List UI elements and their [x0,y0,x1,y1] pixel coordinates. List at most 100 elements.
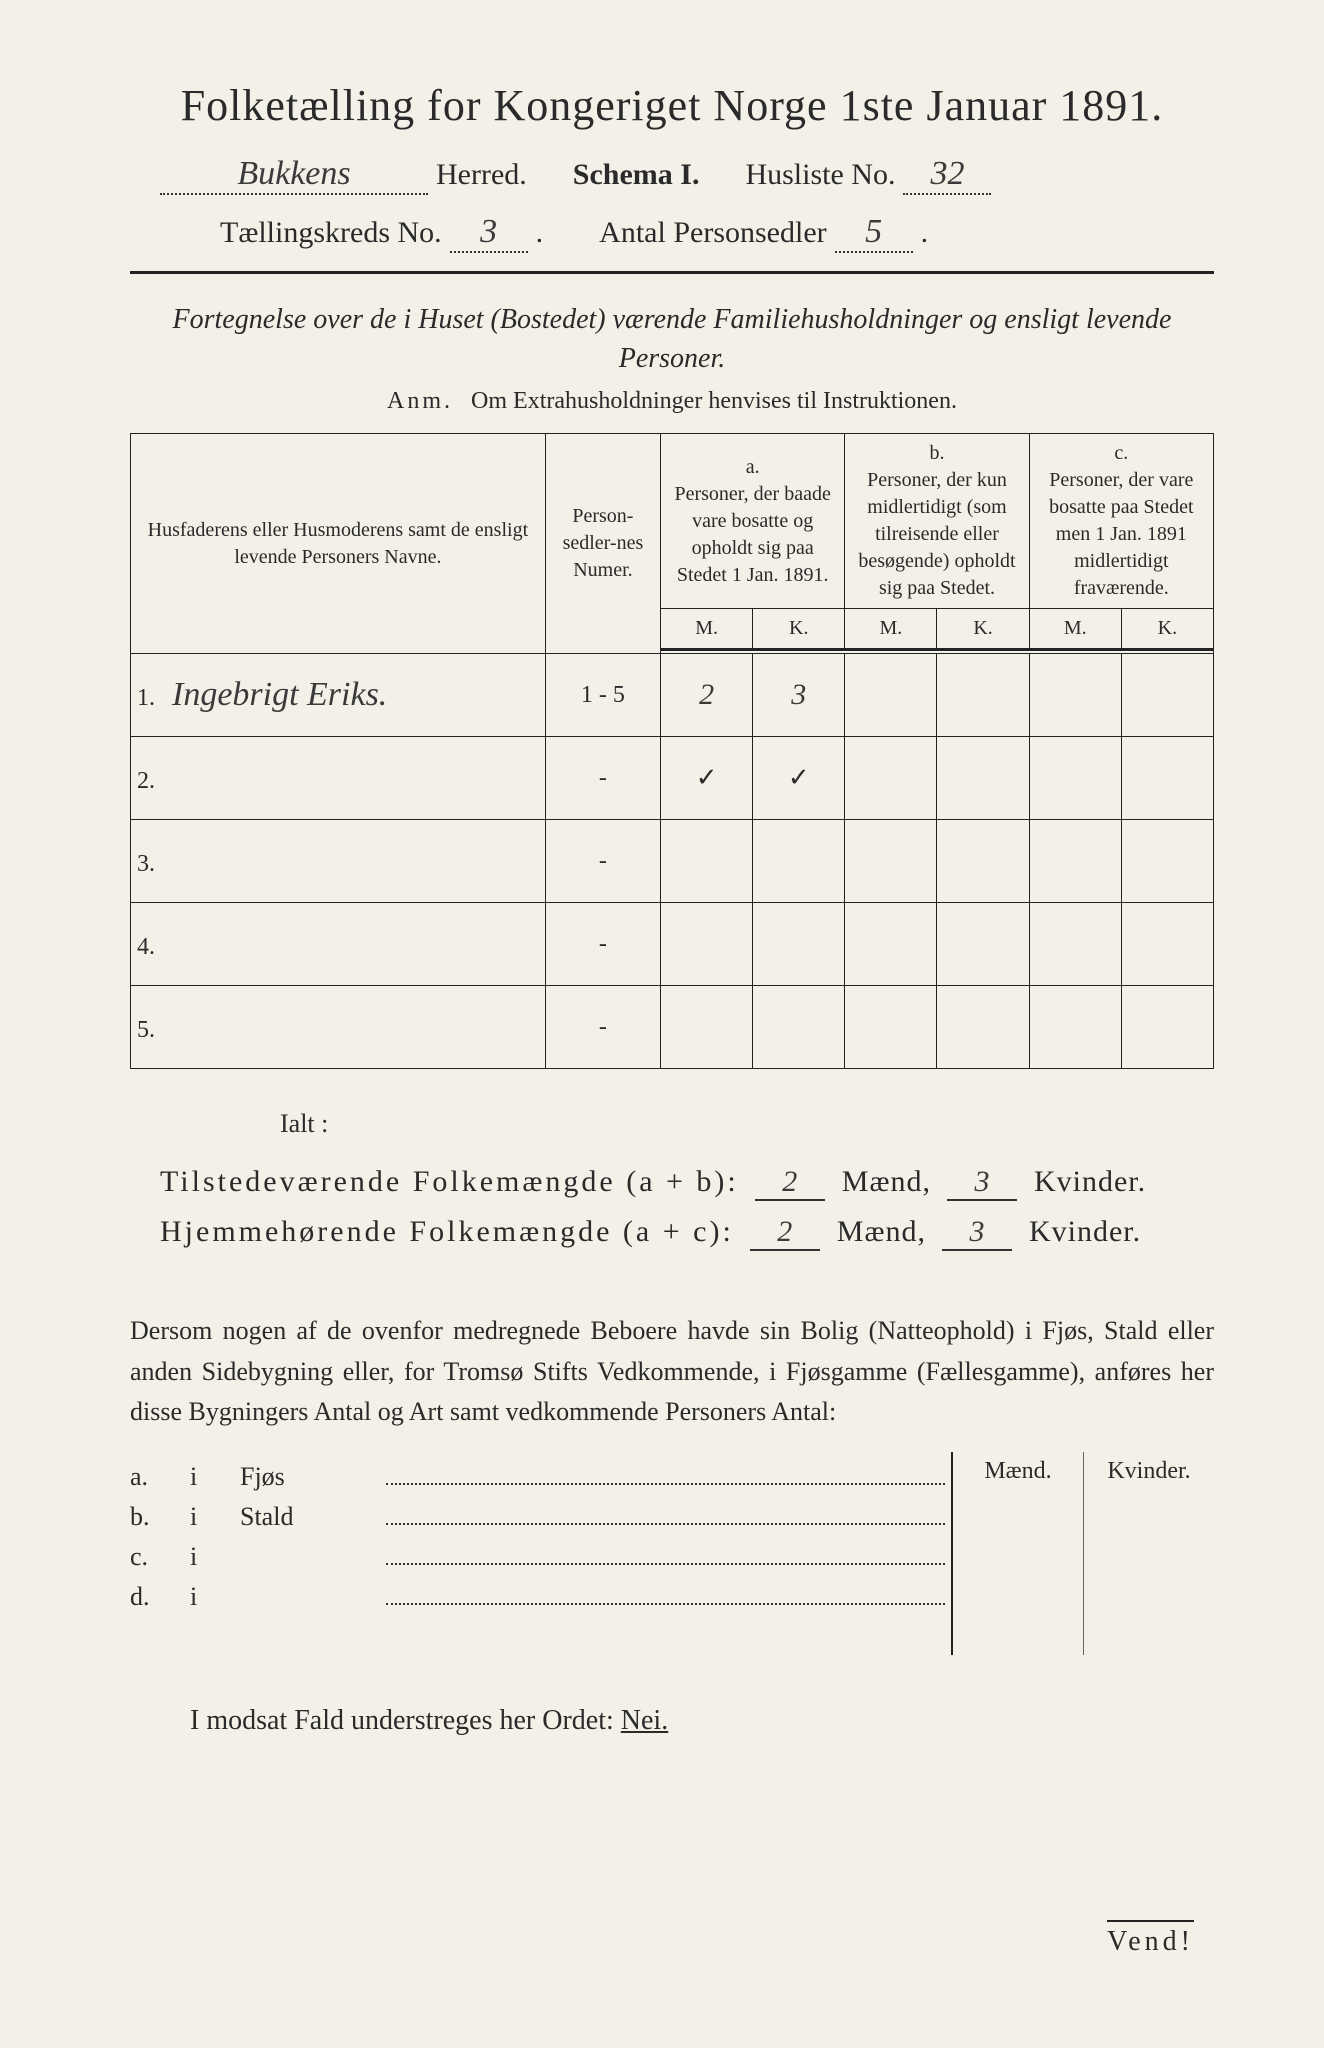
cell-cK [1121,903,1213,986]
husliste-label: Husliste No. [745,158,895,192]
header-line-2: Tællingskreds No. 3 . Antal Personsedler… [130,213,1214,253]
cell-bM [845,903,937,986]
sum2-m: 2 [750,1215,820,1251]
th-a-top: a. [667,454,838,481]
side-building-list: a.iFjøs b.iStald c.i d.i [130,1452,951,1622]
schema-label: Schema I. [573,158,700,192]
cell-cM [1029,820,1121,903]
cell-aK [753,820,845,903]
th-a-m: M. [661,609,753,650]
cell-num: - [545,903,660,986]
cell-bK [937,903,1029,986]
cell-bM [845,986,937,1069]
nei-word: Nei. [621,1705,668,1736]
cell-cK [1121,737,1213,820]
cell-cM [1029,654,1121,737]
cell-aK: 3 [753,654,845,737]
cell-bK [937,820,1029,903]
nei-pre: I modsat Fald understreges her Ordet: [190,1705,614,1736]
cell-num: - [545,820,660,903]
cell-aM [661,903,753,986]
cell-cK [1121,654,1213,737]
th-a-text: Personer, der baade vare bosatte og opho… [667,481,838,589]
cell-num: - [545,986,660,1069]
cell-num: 1 - 5 [545,654,660,737]
side-row: c.i [130,1542,951,1572]
mk-box: Mænd. Kvinder. [951,1452,1214,1655]
th-c-top: c. [1036,440,1207,467]
cell-name: 1. Ingebrigt Eriks. [131,654,546,737]
th-b-m: M. [845,609,937,650]
th-c: c. Personer, der vare bosatte paa Stedet… [1029,434,1213,609]
cell-aM [661,820,753,903]
cell-cM [1029,986,1121,1069]
nei-line: I modsat Fald understreges her Ordet: Ne… [190,1705,1214,1737]
cell-name: 2. [131,737,546,820]
sum-resident: Hjemmehørende Folkemængde (a + c): 2 Mæn… [160,1215,1214,1251]
antal-label: Antal Personsedler [599,216,826,250]
sum-present: Tilstedeværende Folkemængde (a + b): 2 M… [160,1165,1214,1201]
sum2-k: 3 [942,1215,1012,1251]
th-c-text: Personer, der vare bosatte paa Stedet me… [1036,467,1207,602]
th-b: b. Personer, der kun midlertidigt (som t… [845,434,1029,609]
husliste-value: 32 [903,155,991,195]
table-row: 4. - [131,903,1214,986]
anm-lead: Anm. [387,388,453,414]
cell-bK [937,737,1029,820]
cell-bK [937,654,1029,737]
herred-label: Herred. [436,158,527,192]
header-line-1: Bukkens Herred. Schema I. Husliste No. 3… [130,155,1214,195]
side-row: a.iFjøs [130,1462,951,1492]
th-b-top: b. [851,440,1022,467]
anm-text: Om Extrahusholdninger henvises til Instr… [471,388,957,414]
th-c-m: M. [1029,609,1121,650]
kreds-value: 3 [450,213,528,253]
cell-bM [845,737,937,820]
divider [130,271,1214,274]
page-title: Folketælling for Kongeriget Norge 1ste J… [130,80,1214,131]
th-b-k: K. [937,609,1029,650]
kreds-label: Tællingskreds No. [220,216,442,250]
side-building-paragraph: Dersom nogen af de ovenfor medregnede Be… [130,1311,1214,1432]
cell-name: 5. [131,986,546,1069]
vend-label: Vend! [1107,1920,1194,1958]
sum1-label: Tilstedeværende Folkemængde (a + b): [160,1165,739,1198]
cell-cK [1121,986,1213,1069]
sum2-klbl: Kvinder. [1029,1215,1141,1248]
subtitle: Fortegnelse over de i Huset (Bostedet) v… [130,300,1214,378]
table-row: 2. -✓✓ [131,737,1214,820]
sum2-label: Hjemmehørende Folkemængde (a + c): [160,1215,734,1248]
antal-value: 5 [835,213,913,253]
cell-cK [1121,820,1213,903]
th-b-text: Personer, der kun midlertidigt (som tilr… [851,467,1022,602]
cell-name: 3. [131,820,546,903]
side-building-block: a.iFjøs b.iStald c.i d.i Mænd. Kvinder. [130,1452,1214,1655]
ialt-label: Ialt : [280,1109,1214,1139]
table-body: 1. Ingebrigt Eriks.1 - 5232. -✓✓3. -4. -… [131,654,1214,1069]
sum1-m: 2 [755,1165,825,1201]
sum1-klbl: Kvinder. [1034,1165,1146,1198]
mk-kvinder: Kvinder. [1084,1452,1214,1655]
cell-aK [753,986,845,1069]
cell-bK [937,986,1029,1069]
cell-name: 4. [131,903,546,986]
th-a: a. Personer, der baade vare bosatte og o… [661,434,845,609]
cell-aM: ✓ [661,737,753,820]
th-num: Person-sedler-nes Numer. [545,434,660,654]
cell-aK: ✓ [753,737,845,820]
side-row: d.i [130,1582,951,1612]
cell-aK [753,903,845,986]
side-row: b.iStald [130,1502,951,1532]
cell-cM [1029,737,1121,820]
cell-bM [845,820,937,903]
cell-aM [661,986,753,1069]
table-row: 1. Ingebrigt Eriks.1 - 523 [131,654,1214,737]
annotation: Anm. Om Extrahusholdninger henvises til … [130,388,1214,415]
th-names: Husfaderens eller Husmoderens samt de en… [131,434,546,654]
sum1-k: 3 [947,1165,1017,1201]
cell-bM [845,654,937,737]
sum2-mlbl: Mænd, [837,1215,926,1248]
mk-mend: Mænd. [953,1452,1084,1655]
census-form-page: Folketælling for Kongeriget Norge 1ste J… [0,0,1324,2048]
table-row: 3. - [131,820,1214,903]
